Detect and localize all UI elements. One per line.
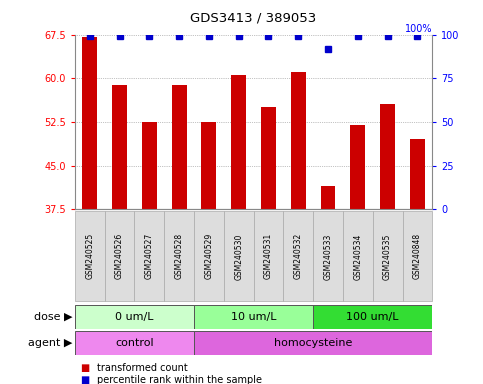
Text: agent ▶: agent ▶ — [28, 338, 72, 348]
Text: GSM240526: GSM240526 — [115, 233, 124, 280]
Bar — [224, 211, 254, 301]
Bar — [402, 211, 432, 301]
Text: transformed count: transformed count — [97, 363, 187, 373]
Text: GSM240848: GSM240848 — [413, 233, 422, 280]
Bar — [75, 305, 194, 329]
Bar — [313, 305, 432, 329]
Text: 100 um/L: 100 um/L — [346, 311, 399, 322]
Text: 0 um/L: 0 um/L — [115, 311, 154, 322]
Text: GSM240530: GSM240530 — [234, 233, 243, 280]
Bar — [201, 122, 216, 209]
Text: ■: ■ — [80, 363, 89, 373]
Bar — [164, 211, 194, 301]
Bar — [373, 211, 402, 301]
Bar — [142, 122, 157, 209]
Bar — [194, 211, 224, 301]
Text: GSM240527: GSM240527 — [145, 233, 154, 280]
Text: GSM240528: GSM240528 — [175, 233, 184, 280]
Text: ■: ■ — [80, 375, 89, 384]
Text: dose ▶: dose ▶ — [34, 311, 72, 322]
Bar — [321, 186, 336, 209]
Text: GDS3413 / 389053: GDS3413 / 389053 — [190, 12, 317, 25]
Text: GSM240531: GSM240531 — [264, 233, 273, 280]
Bar — [105, 211, 134, 301]
Text: GSM240535: GSM240535 — [383, 233, 392, 280]
Bar — [194, 331, 432, 355]
Bar — [313, 211, 343, 301]
Text: GSM240532: GSM240532 — [294, 233, 303, 280]
Bar — [134, 211, 164, 301]
Bar — [254, 211, 284, 301]
Text: GSM240529: GSM240529 — [204, 233, 213, 280]
Bar — [291, 73, 306, 209]
Text: 10 um/L: 10 um/L — [231, 311, 276, 322]
Bar — [75, 331, 194, 355]
Bar — [112, 85, 127, 209]
Bar — [231, 75, 246, 209]
Text: GSM240534: GSM240534 — [354, 233, 362, 280]
Text: GSM240525: GSM240525 — [85, 233, 94, 280]
Bar — [194, 305, 313, 329]
Bar — [284, 211, 313, 301]
Bar — [343, 211, 373, 301]
Bar — [75, 211, 105, 301]
Text: homocysteine: homocysteine — [274, 338, 352, 348]
Text: GSM240533: GSM240533 — [324, 233, 332, 280]
Bar — [410, 139, 425, 209]
Bar — [350, 125, 365, 209]
Text: 100%: 100% — [405, 24, 432, 34]
Text: percentile rank within the sample: percentile rank within the sample — [97, 375, 262, 384]
Bar — [82, 38, 97, 209]
Bar — [261, 108, 276, 209]
Bar — [380, 104, 395, 209]
Text: control: control — [115, 338, 154, 348]
Bar — [171, 85, 186, 209]
